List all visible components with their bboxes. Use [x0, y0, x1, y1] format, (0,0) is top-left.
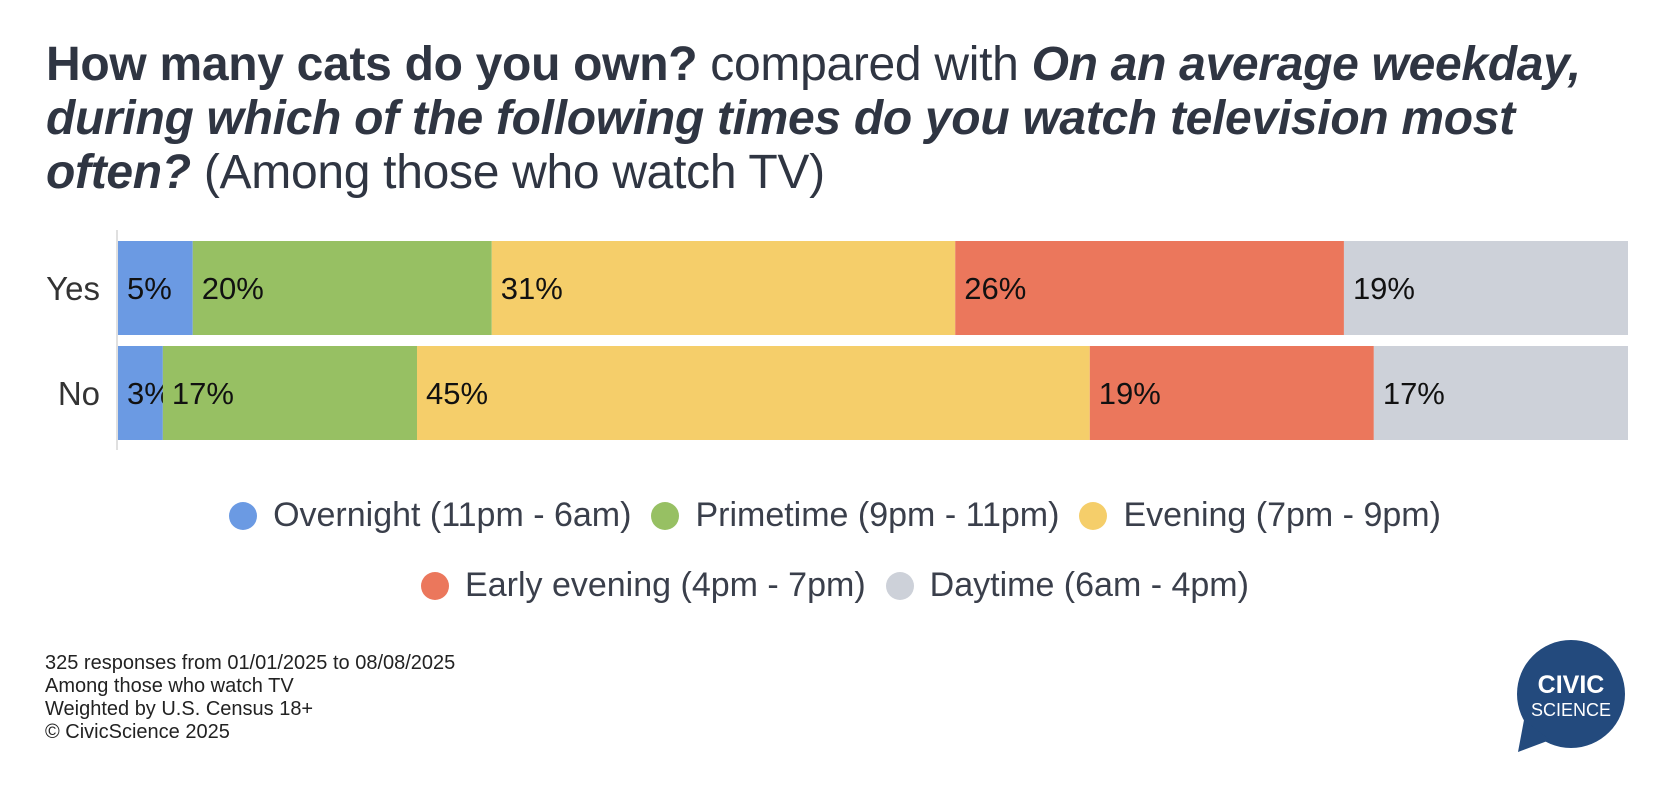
bar-no-series-0: [118, 346, 163, 440]
data-label-yes-series-1: 20%: [202, 271, 264, 306]
footnote-copyright: © CivicScience 2025: [45, 721, 230, 743]
legend-label-4: Daytime (6am - 4pm): [929, 566, 1249, 604]
legend-swatch-4: [885, 571, 914, 600]
bar-yes-series-1: [192, 241, 492, 335]
legend-label-1: Primetime (9pm - 11pm): [695, 496, 1060, 534]
bar-yes-series-2: [491, 241, 956, 335]
footnotes: 325 responses from 01/01/2025 to 08/08/2…: [45, 652, 455, 744]
data-label-no-series-3: 19%: [1099, 376, 1161, 411]
title-question-1: How many cats do you own?: [46, 38, 698, 91]
logo-speech-tail: [1518, 720, 1550, 752]
legend-label-2: Evening (7pm - 9pm): [1123, 496, 1441, 534]
legend-item-4: Daytime (6am - 4pm): [885, 566, 1249, 605]
bar-no-series-1: [162, 346, 418, 440]
title-subtitle: (Among those who watch TV): [190, 146, 825, 199]
data-label-no-series-1: 17%: [172, 376, 234, 411]
footnote-population: Among those who watch TV: [45, 675, 294, 697]
bar-no-series-3: [1089, 346, 1374, 440]
chart-title: How many cats do you own? compared with …: [46, 38, 1606, 200]
footnote-weighting: Weighted by U.S. Census 18+: [45, 698, 314, 720]
bar-no-series-4: [1373, 346, 1628, 440]
footnote-responses: 325 responses from 01/01/2025 to 08/08/2…: [45, 652, 456, 674]
legend-swatch-3: [421, 571, 450, 600]
legend-row-1: Overnight (11pm - 6am) Primetime (9pm - 1…: [0, 496, 1670, 535]
bar-no-series-2: [417, 346, 1090, 440]
stacked-bar-chart: Yes 5% 20% 31% 26% 19%No 3% 17% 45% 19% 17%: [46, 230, 1628, 450]
logo-text-science: SCIENCE: [1531, 700, 1611, 720]
legend-item-1: Primetime (9pm - 11pm): [651, 496, 1059, 535]
data-label-no-series-2: 45%: [426, 376, 488, 411]
data-label-yes-series-4: 19%: [1353, 271, 1415, 306]
legend-row-2: Early evening (4pm - 7pm) Daytime (6am - …: [0, 566, 1670, 605]
legend-item-2: Evening (7pm - 9pm): [1079, 496, 1441, 535]
bar-yes-series-4: [1343, 241, 1628, 335]
data-label-yes-series-2: 31%: [501, 271, 563, 306]
legend-item-0: Overnight (11pm - 6am): [229, 496, 631, 535]
category-label-no: No: [58, 375, 100, 412]
legend-label-3: Early evening (4pm - 7pm): [465, 566, 866, 604]
data-label-yes-series-0: 5%: [127, 271, 172, 306]
category-label-yes: Yes: [46, 270, 100, 307]
bar-yes-series-3: [955, 241, 1344, 335]
bar-yes-series-0: [118, 241, 193, 335]
title-question-2: On an average weekday, during which of t…: [46, 38, 1581, 199]
logo-text-civic: CIVIC: [1538, 671, 1605, 699]
title-connector: compared with: [697, 38, 1032, 91]
logo-circle: [1517, 640, 1625, 748]
legend-swatch-2: [1079, 501, 1108, 530]
data-label-no-series-4: 17%: [1383, 376, 1445, 411]
legend-swatch-0: [229, 501, 258, 530]
legend-swatch-1: [651, 501, 680, 530]
legend-label-0: Overnight (11pm - 6am): [273, 496, 632, 534]
data-label-yes-series-3: 26%: [964, 271, 1026, 306]
legend-item-3: Early evening (4pm - 7pm): [421, 566, 866, 605]
civicscience-logo: CIVIC SCIENCE: [1517, 640, 1625, 752]
